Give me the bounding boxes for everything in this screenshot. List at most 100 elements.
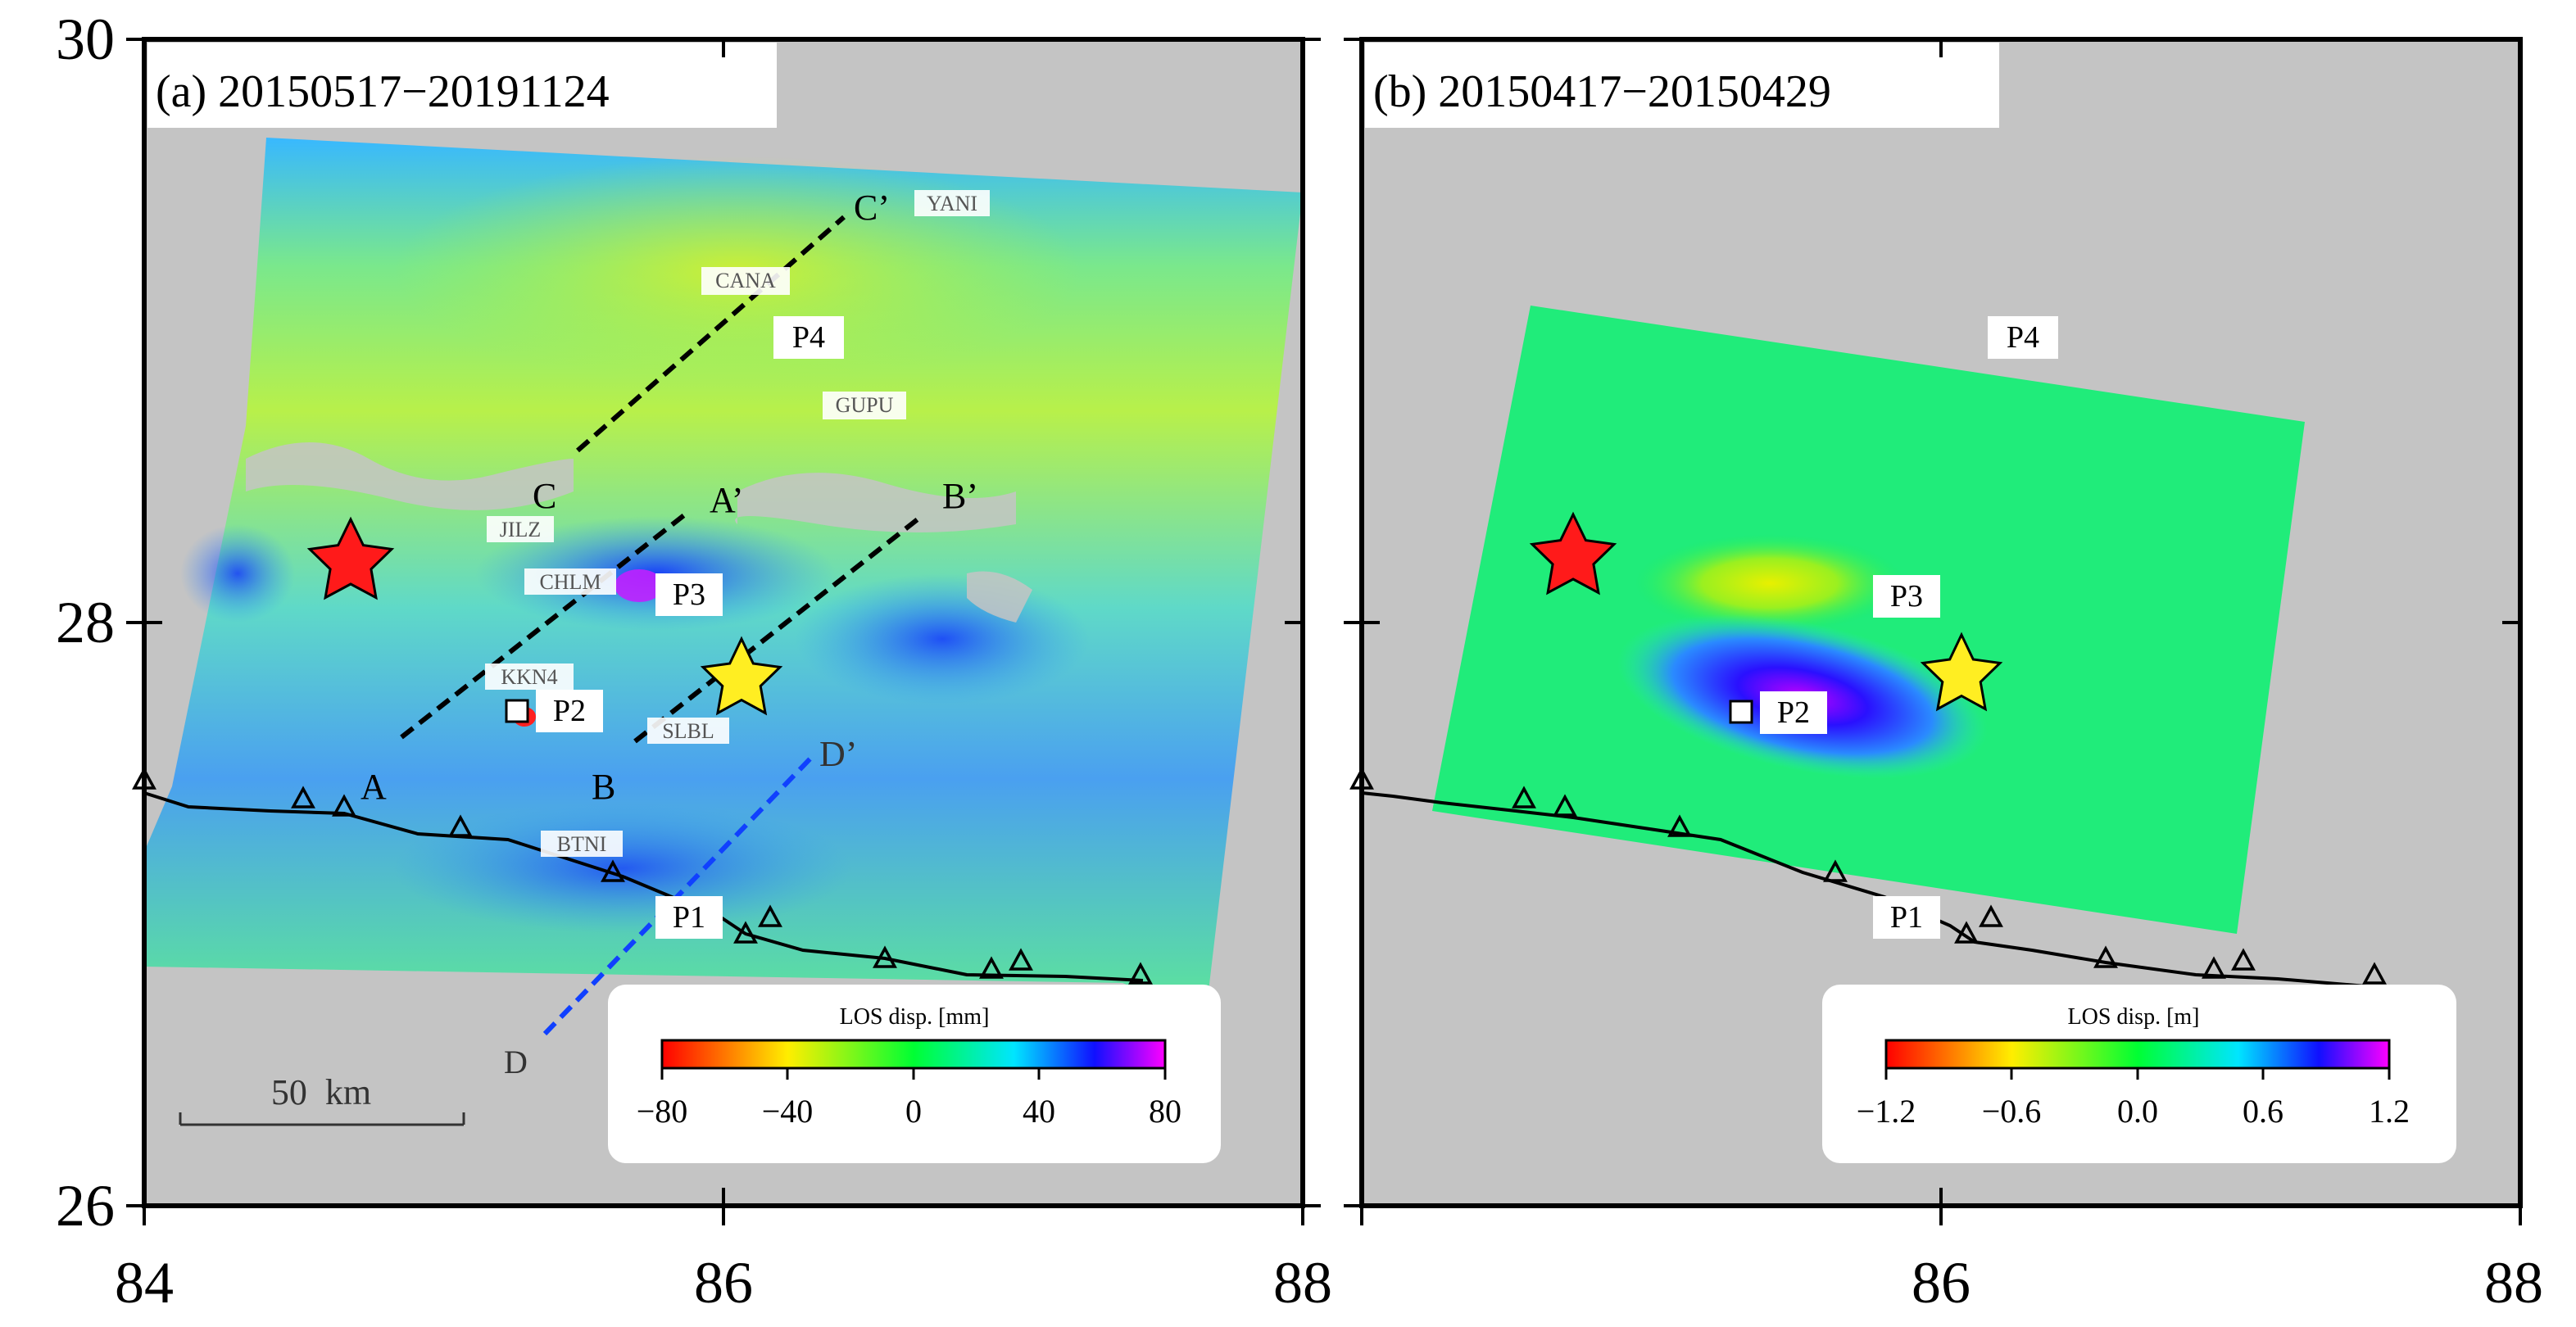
colorbar-b-tick: 1.2 (2369, 1093, 2410, 1130)
panel-b: P4 P3 P2 P1 LOS disp. [m] −1.2 −0.6 (1344, 37, 2523, 1225)
scale-bar (179, 1112, 465, 1126)
triangle-fault-icon (2093, 945, 2118, 968)
triangle-fault-icon (1128, 962, 1153, 985)
x-tick-label: 84 (115, 1250, 174, 1316)
x-axis-labels: 84 86 88 86 88 (115, 1250, 2543, 1316)
colorbar-a-tick: 40 (1023, 1093, 1055, 1130)
panel-a-profile-labels: C’ C A’ A B’ B D’ D (361, 188, 978, 1080)
panel-b-uplift-lobe (1635, 534, 1905, 632)
x-tick-label: 88 (1273, 1250, 1332, 1316)
triangle-fault-icon (979, 956, 1004, 979)
station-label-cana: CANA (715, 269, 776, 292)
star-icon (306, 516, 395, 600)
panel-b-title: (b) 20150417−20150429 (1373, 66, 1831, 117)
y-tick-label: 28 (56, 590, 115, 655)
profile-line-c (576, 215, 846, 453)
station-label-yani: YANI (927, 192, 977, 215)
triangle-fault-icon (1553, 794, 1577, 817)
profile-line-d (542, 755, 814, 1036)
star-icon (700, 636, 783, 716)
panel-b-fault-triangles (1349, 767, 2387, 985)
profile-label-b-prime: B’ (942, 476, 978, 516)
square-marker-icon (505, 699, 529, 723)
profile-label-b: B (592, 767, 615, 807)
point-label-p2: P2 (553, 694, 586, 728)
triangle-fault-icon (291, 786, 315, 808)
triangle-fault-icon (1512, 786, 1536, 808)
triangle-fault-icon (332, 794, 356, 817)
triangle-fault-icon (1954, 921, 1979, 944)
colorbar-b-title: LOS disp. [m] (2068, 1004, 2200, 1030)
x-tick-label: 88 (2484, 1250, 2543, 1316)
triangle-fault-icon (2202, 956, 2226, 979)
star-icon (1529, 511, 1617, 596)
panel-a-east-blue-zone (795, 573, 1090, 704)
panel-b-point-labels: P4 P3 P2 P1 (1760, 316, 2058, 939)
triangle-fault-icon (2231, 948, 2256, 971)
panel-a-station-labels: YANI CANA GUPU JILZ CHLM KKN4 SLBL BTNI (485, 190, 990, 857)
panel-a-point-labels: P4 P3 P2 P1 (536, 316, 844, 939)
profile-label-c: C (533, 476, 556, 516)
panel-a-colorbar: LOS disp. [mm] −80 −40 0 40 80 (608, 985, 1221, 1163)
profile-line-a (400, 510, 690, 740)
station-label-btni: BTNI (557, 832, 607, 856)
y-axis-labels: 30 28 26 (56, 7, 115, 1239)
profile-label-c-prime: C’ (854, 188, 890, 228)
star-icon (1920, 632, 2003, 712)
triangle-fault-icon (758, 904, 782, 927)
point-label-p1: P1 (1890, 900, 1923, 935)
panel-a-purple-spot (615, 569, 664, 602)
x-tick-label: 86 (1912, 1250, 1971, 1316)
outer-axis-ticks (126, 38, 1304, 1225)
colorbar-a-tick: 0 (905, 1093, 922, 1130)
point-label-p3: P3 (673, 577, 705, 612)
station-label-kkn4: KKN4 (501, 665, 557, 689)
colorbar-b-tick: −1.2 (1857, 1093, 1916, 1130)
triangle-fault-icon (873, 945, 897, 968)
station-label-chlm: CHLM (539, 570, 601, 594)
point-label-p2: P2 (1777, 695, 1810, 730)
triangle-fault-icon (601, 859, 625, 882)
station-label-gupu: GUPU (836, 393, 894, 417)
square-marker-icon (1729, 700, 1753, 724)
panel-a-incoherent-gaps (246, 442, 1032, 623)
triangle-fault-icon (1667, 814, 1692, 837)
y-tick-label: 30 (56, 7, 115, 72)
profile-line-b (633, 514, 923, 744)
y-tick-label: 26 (56, 1173, 115, 1239)
station-label-jilz: JILZ (500, 518, 542, 541)
point-label-p4: P4 (2007, 320, 2039, 355)
colorbar-a-tick: 80 (1149, 1093, 1181, 1130)
panel-a-fault-triangles (132, 767, 1153, 985)
triangle-fault-icon (733, 921, 758, 944)
panel-b-colorbar: LOS disp. [m] −1.2 −0.6 0.0 0.6 1.2 (1822, 985, 2456, 1163)
profile-label-a-prime: A’ (710, 480, 744, 520)
panel-a-west-blue-zone (180, 524, 295, 623)
panel-a-profile-lines (400, 215, 923, 744)
triangle-fault-icon (1009, 948, 1033, 971)
triangle-fault-icon (1823, 859, 1848, 882)
triangle-fault-icon (2362, 962, 2387, 985)
x-tick-label: 86 (694, 1250, 753, 1316)
colorbar-a-title: LOS disp. [mm] (840, 1004, 990, 1030)
panel-b-fault-line (1361, 791, 2377, 989)
profile-label-d-prime: D’ (819, 734, 857, 774)
panel-b-ticks (1344, 38, 2522, 1225)
panel-a-ticks (144, 38, 1321, 1207)
colorbar-a-tick: −40 (762, 1093, 814, 1130)
panel-b-insar-swath (1432, 306, 2305, 934)
panel-a-title: (a) 20150517−20191124 (156, 66, 610, 117)
point-label-p4: P4 (792, 320, 825, 355)
point-label-p3: P3 (1890, 579, 1923, 614)
triangle-fault-icon (448, 814, 473, 837)
colorbar-b-tick: 0.6 (2243, 1093, 2283, 1130)
colorbar-b-tick: −0.6 (1982, 1093, 2042, 1130)
panel-a: YANI CANA GUPU JILZ CHLM KKN4 SLBL BTNI … (132, 37, 1321, 1208)
colorbar-a-tick: −80 (637, 1093, 688, 1130)
profile-label-a: A (361, 767, 387, 807)
colorbar-a-gradient (660, 1039, 1167, 1070)
station-label-slbl: SLBL (662, 719, 714, 743)
profile-label-d: D (504, 1044, 528, 1080)
point-label-p1: P1 (673, 900, 705, 935)
